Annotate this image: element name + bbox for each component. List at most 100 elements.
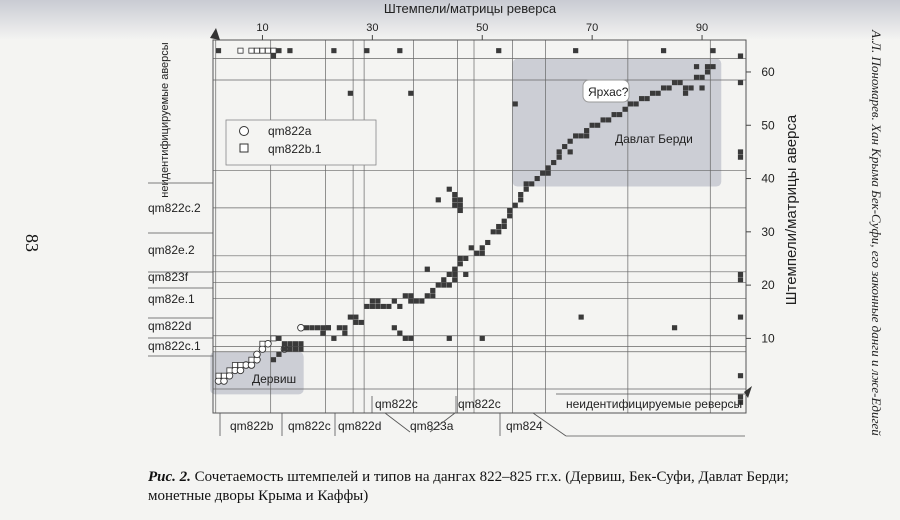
point-square-2-151 — [737, 149, 744, 155]
annotation-yarkhas: Ярхас? — [588, 85, 629, 99]
point-square-2-119 — [699, 74, 705, 80]
point-square-2-97 — [584, 133, 590, 139]
point-square-2-45 — [391, 298, 397, 304]
point-square-2-129 — [457, 202, 463, 208]
point-square-2-87 — [545, 165, 551, 171]
point-square-2-43 — [380, 303, 386, 309]
point-square-2-51 — [419, 298, 425, 304]
point-square-2-122 — [710, 64, 716, 70]
point-square-2-12 — [737, 80, 744, 86]
point-square-2-127 — [457, 197, 463, 203]
point-square-2-88 — [545, 170, 551, 176]
point-square-2-101 — [600, 117, 606, 123]
point-square-2-49 — [408, 298, 414, 304]
point-open-square-1-12 — [259, 340, 266, 347]
point-square-2-86 — [540, 170, 546, 176]
point-square-2-19 — [298, 341, 304, 347]
x-axis-ticks: 10 30 50 70 90 — [256, 22, 708, 40]
point-square-2-134 — [452, 191, 458, 198]
scan-shadow — [0, 0, 900, 40]
y-label-qm82e1: qm82e.1 — [148, 292, 195, 306]
point-square-2-47 — [402, 293, 408, 299]
caption-label: Рис. 2. — [148, 469, 191, 485]
point-square-2-91 — [556, 149, 562, 155]
point-square-2-148 — [737, 277, 744, 283]
x-axis-title: Штемпели/матрицы реверса — [384, 1, 557, 16]
point-square-2-142 — [446, 335, 452, 341]
y-label-qm822c2: qm822c.2 — [148, 201, 201, 215]
point-square-2-110 — [649, 90, 656, 96]
point-square-2-37 — [358, 319, 364, 325]
point-square-2-79 — [512, 202, 518, 208]
point-square-2-0 — [215, 48, 222, 54]
point-square-2-115 — [677, 80, 683, 86]
type-divider-lines — [213, 40, 746, 413]
point-square-2-9 — [660, 48, 667, 54]
point-square-2-64 — [457, 255, 463, 262]
y-tick-label-3: 40 — [761, 172, 775, 186]
point-square-2-106 — [627, 101, 634, 107]
point-open-square-1-13 — [270, 335, 277, 342]
point-open-square-1-10 — [237, 362, 244, 368]
point-square-2-95 — [573, 133, 579, 139]
x-label-qm822d: qm822d — [338, 419, 381, 433]
region-label-dervish: Дервиш — [252, 372, 296, 386]
point-square-2-30 — [331, 335, 337, 341]
point-square-2-121 — [704, 64, 711, 70]
y-label-qm82e2: qm82e.2 — [148, 243, 195, 257]
point-square-2-33 — [342, 330, 348, 336]
x-tick-label-2: 50 — [476, 22, 488, 34]
point-square-2-100 — [595, 122, 601, 128]
point-square-2-56 — [441, 282, 447, 288]
point-square-2-145 — [578, 314, 584, 320]
x-label-brackets — [219, 393, 745, 437]
point-square-2-92 — [562, 144, 568, 150]
point-square-2-41 — [375, 298, 381, 304]
point-square-2-67 — [468, 245, 474, 251]
y-tick-label-0: 10 — [761, 331, 775, 345]
point-square-2-78 — [507, 207, 513, 214]
point-circle-0-4 — [236, 366, 245, 375]
x-label-qm822b: qm822b — [230, 419, 274, 433]
point-open-square-1-0 — [237, 47, 244, 54]
y-label-qm822c1: qm822c.1 — [148, 339, 201, 353]
point-open-square-1-9 — [231, 362, 238, 368]
point-square-2-66 — [463, 271, 469, 277]
point-square-2-40 — [369, 303, 375, 309]
point-square-2-48 — [408, 293, 414, 299]
point-square-2-150 — [737, 154, 744, 160]
point-square-2-131 — [435, 197, 441, 203]
point-square-2-128 — [452, 202, 458, 208]
point-square-2-28 — [320, 325, 326, 331]
point-square-2-58 — [446, 271, 452, 277]
region-box-1 — [512, 58, 722, 187]
point-square-2-152 — [737, 394, 744, 400]
point-square-2-2 — [276, 48, 282, 54]
legend-square-icon — [239, 143, 249, 153]
point-square-2-14 — [276, 351, 282, 357]
point-square-2-59 — [446, 282, 452, 288]
point-square-2-71 — [485, 239, 491, 246]
point-square-2-89 — [551, 160, 557, 166]
point-square-2-36 — [353, 319, 359, 325]
point-square-2-85 — [534, 176, 540, 182]
point-square-2-107 — [633, 101, 639, 107]
point-square-2-153 — [737, 399, 744, 405]
point-square-2-139 — [397, 330, 403, 336]
point-open-square-1-1 — [248, 47, 255, 54]
point-square-2-93 — [567, 149, 573, 155]
point-square-2-132 — [424, 266, 430, 272]
y-axis-ticks: 10 20 30 40 50 60 — [746, 65, 775, 345]
point-square-2-17 — [287, 341, 293, 347]
point-square-2-10 — [710, 48, 716, 54]
point-square-2-146 — [671, 325, 678, 331]
x-label-unidentified-reverses: неидентифицируемые реверсы — [566, 397, 742, 411]
point-square-2-154 — [737, 373, 744, 379]
point-square-2-69 — [479, 250, 485, 256]
point-square-2-135 — [347, 90, 353, 96]
point-square-2-90 — [556, 154, 562, 160]
point-circle-0-2 — [225, 371, 234, 380]
point-square-2-62 — [452, 271, 458, 277]
point-square-2-34 — [347, 314, 353, 320]
point-square-2-13 — [270, 357, 277, 363]
